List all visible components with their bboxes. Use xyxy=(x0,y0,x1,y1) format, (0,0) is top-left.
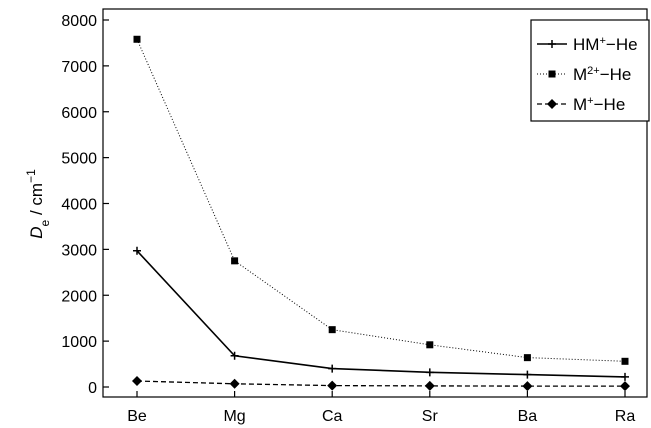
series-line-m1 xyxy=(136,380,625,387)
y-axis-title-unit: / cm xyxy=(27,183,46,220)
data-point-hm xyxy=(230,351,239,360)
data-point-hm xyxy=(523,370,532,379)
legend-marker-m1 xyxy=(547,99,557,109)
x-tick-label: Sr xyxy=(422,408,439,425)
series-line-m2 xyxy=(136,39,626,362)
y-axis-title: De / cm−1 xyxy=(24,169,52,239)
y-axis-title-sub: e xyxy=(38,219,52,226)
x-axis-ticks: Be Mg Ca Sr Ba Ra xyxy=(127,391,635,425)
data-point-m2 xyxy=(231,257,239,265)
y-axis-title-main: D xyxy=(27,226,46,238)
y-tick-label: 3000 xyxy=(61,242,97,259)
series-m1 xyxy=(132,376,630,392)
y-tick-label: 0 xyxy=(88,380,97,397)
legend-label-m1: M+−He xyxy=(573,95,625,114)
x-tick-label: Ra xyxy=(615,408,636,425)
data-point-m1 xyxy=(522,381,533,392)
y-tick-label: 5000 xyxy=(61,151,97,168)
legend-marker-hm xyxy=(548,40,556,48)
plot-frame xyxy=(102,8,648,398)
x-tick-label: Be xyxy=(127,408,147,425)
series-line-hm xyxy=(136,250,626,378)
y-tick-label: 1000 xyxy=(61,334,97,351)
legend: HM+−He M2+−He M+−He xyxy=(530,19,650,122)
legend-item-m2: M2+−He xyxy=(537,65,631,84)
y-axis-title-sup: −1 xyxy=(24,169,38,183)
legend-label-hm: HM+−He xyxy=(573,35,638,54)
data-point-m2 xyxy=(621,357,629,365)
y-tick-label: 8000 xyxy=(61,13,97,30)
data-point-m2 xyxy=(328,326,336,334)
y-tick-label: 7000 xyxy=(61,59,97,76)
legend-label-m2: M2+−He xyxy=(573,65,631,84)
series-m2 xyxy=(133,35,629,365)
legend-item-hm: HM+−He xyxy=(537,35,638,54)
data-point-m1 xyxy=(424,380,435,391)
y-axis-ticks: 0 1000 2000 3000 4000 5000 6000 7000 8000 xyxy=(61,13,109,397)
data-point-hm xyxy=(621,372,629,381)
data-point-m1 xyxy=(229,378,240,389)
legend-item-m1: M+−He xyxy=(537,95,625,114)
data-point-hm xyxy=(328,364,337,373)
data-point-m1 xyxy=(132,376,142,387)
legend-marker-m2 xyxy=(548,70,556,78)
x-tick-label: Ba xyxy=(518,408,538,425)
data-point-m2 xyxy=(523,354,531,362)
x-tick-label: Mg xyxy=(223,408,245,425)
data-point-m2 xyxy=(426,341,434,349)
x-tick-label: Ca xyxy=(322,408,343,425)
data-point-hm xyxy=(133,246,141,255)
data-point-hm xyxy=(425,368,434,377)
data-point-m2 xyxy=(133,35,141,43)
y-tick-label: 6000 xyxy=(61,105,97,122)
y-tick-label: 4000 xyxy=(61,197,97,214)
series-layer xyxy=(132,35,630,392)
y-tick-label: 2000 xyxy=(61,288,97,305)
data-point-m1 xyxy=(327,380,338,391)
series-hm xyxy=(133,246,629,381)
data-point-m1 xyxy=(620,381,630,392)
